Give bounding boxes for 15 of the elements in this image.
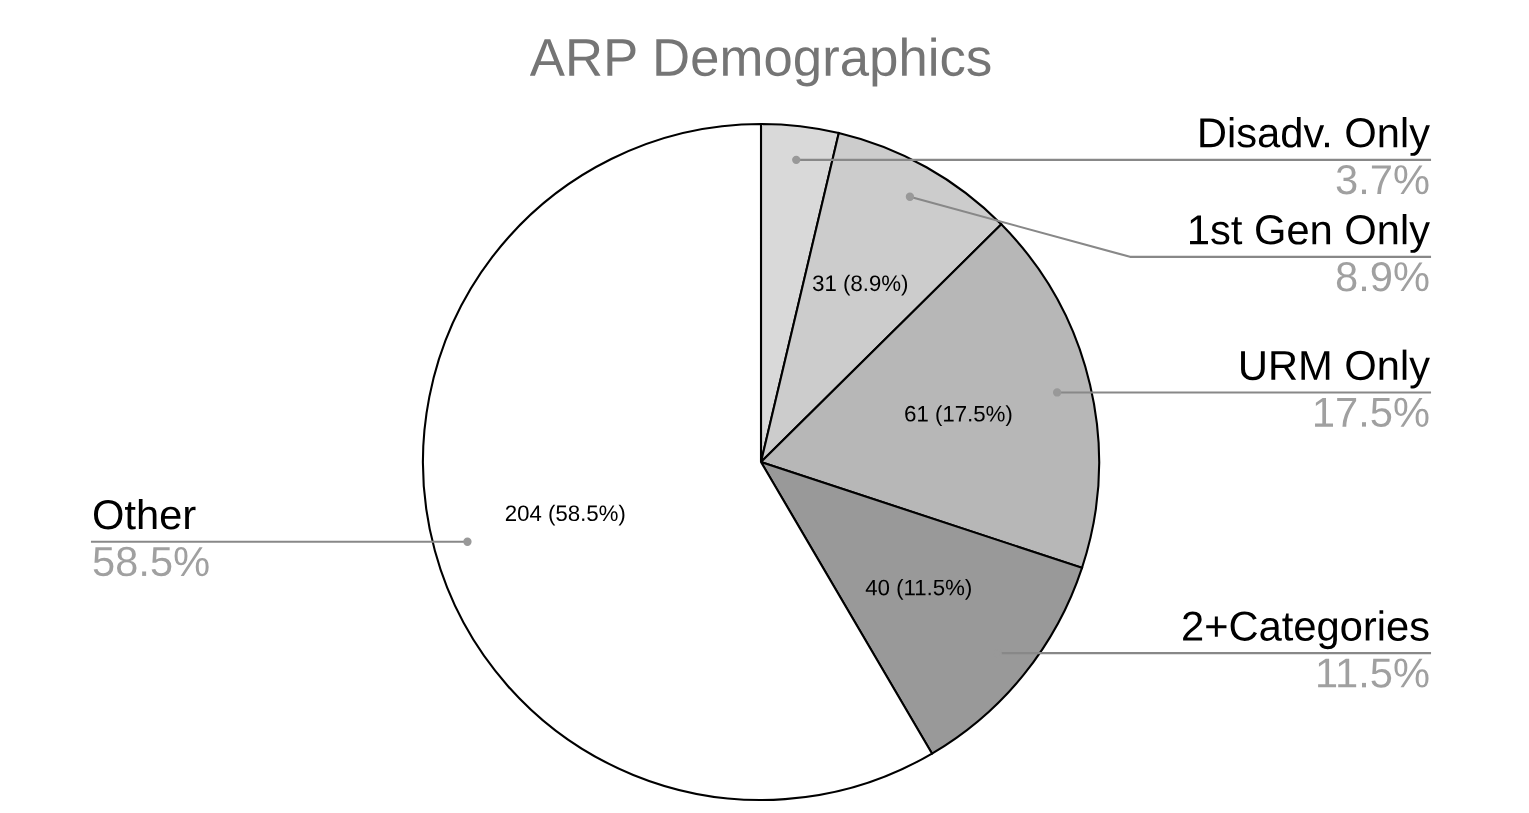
data-label: 204 (58.5%) <box>505 504 625 526</box>
slice-label: 1st Gen Only <box>1190 214 1430 253</box>
text: 3.7% <box>1336 164 1429 195</box>
text: 11.5% <box>1318 658 1429 688</box>
text: 17.5% <box>1315 397 1429 428</box>
text: 8.9% <box>1336 261 1429 292</box>
data-label: 31 (8.9%) <box>812 274 908 296</box>
slice-label: 2+Categories <box>1183 610 1429 650</box>
slice-label: URM Only <box>1241 349 1430 389</box>
slice-label: Other <box>93 498 196 530</box>
chart-title: ARP Demographics <box>529 37 991 87</box>
slice-label: Disadv. Only <box>1200 117 1430 156</box>
text: 58.5% <box>93 546 209 577</box>
data-label: 61 (17.5%) <box>905 405 1012 426</box>
data-label: 40 (11.5%) <box>865 579 971 600</box>
